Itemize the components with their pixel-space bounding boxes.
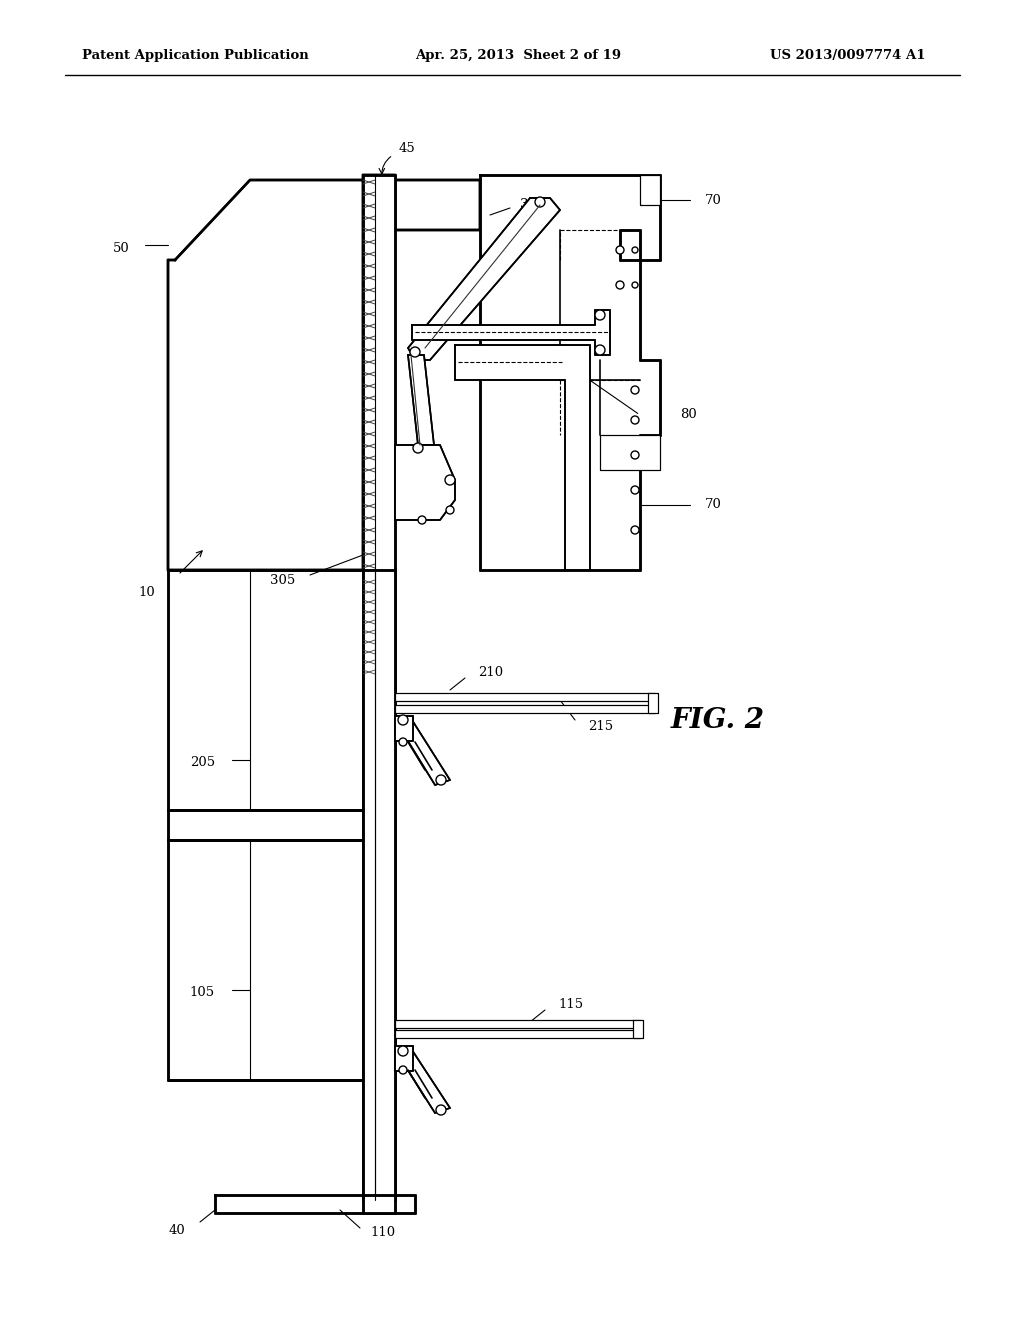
Polygon shape — [395, 719, 450, 785]
Text: FIG. 2: FIG. 2 — [671, 706, 765, 734]
Text: 215: 215 — [588, 719, 613, 733]
Circle shape — [436, 1105, 446, 1115]
Text: US 2013/0097774 A1: US 2013/0097774 A1 — [770, 49, 926, 62]
Polygon shape — [395, 1045, 413, 1071]
Polygon shape — [395, 1049, 450, 1113]
Text: 210: 210 — [478, 665, 503, 678]
Circle shape — [595, 345, 605, 355]
Circle shape — [631, 451, 639, 459]
Polygon shape — [168, 840, 362, 1080]
Text: 115: 115 — [558, 998, 583, 1011]
Polygon shape — [395, 445, 455, 520]
Text: 70: 70 — [705, 194, 722, 206]
Circle shape — [399, 1067, 407, 1074]
Text: Apr. 25, 2013  Sheet 2 of 19: Apr. 25, 2013 Sheet 2 of 19 — [415, 49, 622, 62]
Text: 40: 40 — [168, 1224, 185, 1237]
Text: 45: 45 — [398, 141, 416, 154]
Circle shape — [632, 282, 638, 288]
Text: 110: 110 — [370, 1226, 395, 1239]
Polygon shape — [168, 176, 480, 570]
Polygon shape — [215, 1195, 415, 1213]
Polygon shape — [395, 715, 413, 741]
Circle shape — [631, 416, 639, 424]
Polygon shape — [455, 345, 590, 570]
Text: 305: 305 — [269, 573, 295, 586]
Circle shape — [413, 444, 423, 453]
Circle shape — [631, 486, 639, 494]
Text: 10: 10 — [138, 586, 155, 598]
Circle shape — [631, 525, 639, 535]
Polygon shape — [640, 176, 660, 205]
Circle shape — [631, 385, 639, 393]
Polygon shape — [480, 176, 660, 570]
Polygon shape — [648, 693, 658, 713]
Polygon shape — [412, 310, 610, 355]
Circle shape — [398, 715, 408, 725]
Polygon shape — [362, 176, 395, 1195]
Circle shape — [595, 310, 605, 319]
Circle shape — [446, 506, 454, 513]
Polygon shape — [395, 1030, 640, 1038]
Circle shape — [436, 775, 446, 785]
Circle shape — [616, 246, 624, 253]
Circle shape — [398, 1045, 408, 1056]
Circle shape — [445, 475, 455, 484]
Polygon shape — [395, 693, 655, 701]
Circle shape — [632, 247, 638, 253]
Circle shape — [399, 738, 407, 746]
Polygon shape — [408, 355, 434, 445]
Polygon shape — [362, 570, 395, 1200]
Text: 80: 80 — [680, 408, 696, 421]
Polygon shape — [395, 1020, 640, 1028]
Polygon shape — [362, 1195, 395, 1213]
Text: Patent Application Publication: Patent Application Publication — [82, 49, 309, 62]
Circle shape — [410, 347, 420, 356]
Polygon shape — [168, 810, 362, 840]
Polygon shape — [395, 705, 655, 713]
Polygon shape — [633, 1020, 643, 1038]
Text: 50: 50 — [114, 242, 130, 255]
Circle shape — [535, 197, 545, 207]
Text: 70: 70 — [705, 499, 722, 511]
Polygon shape — [408, 198, 560, 360]
Text: 205: 205 — [189, 755, 215, 768]
Circle shape — [616, 281, 624, 289]
Polygon shape — [600, 436, 660, 470]
Text: 105: 105 — [189, 986, 215, 998]
Polygon shape — [168, 570, 362, 810]
Text: 310: 310 — [520, 198, 545, 211]
Circle shape — [418, 516, 426, 524]
